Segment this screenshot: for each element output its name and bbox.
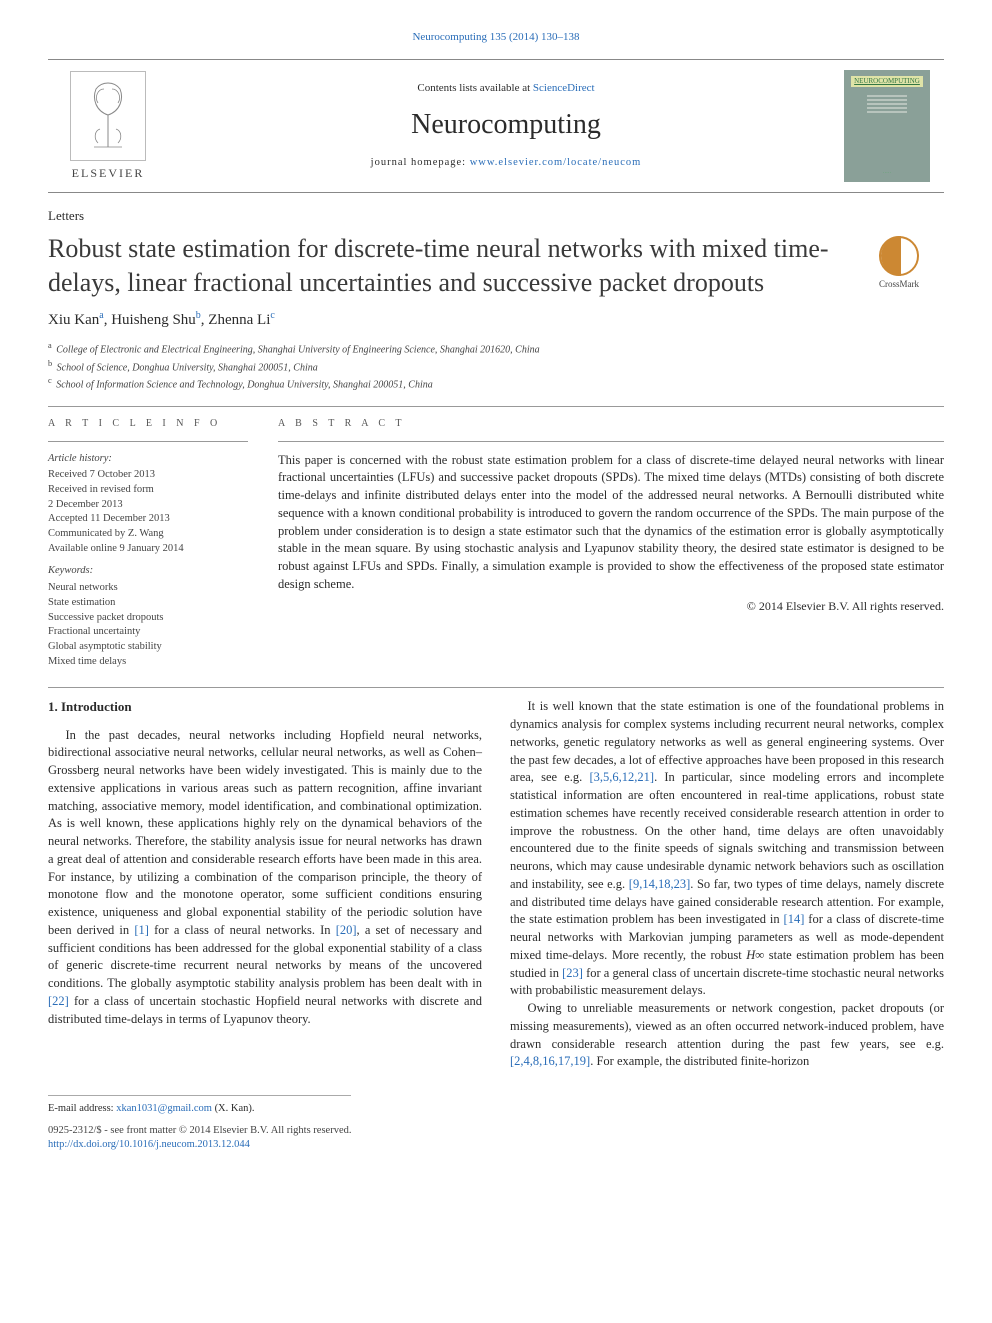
ref-22[interactable]: [22] bbox=[48, 994, 69, 1008]
keywords-block: Keywords: Neural networks State estimati… bbox=[48, 564, 248, 669]
article-info-heading: A R T I C L E I N F O bbox=[48, 417, 248, 431]
intro-para-1: In the past decades, neural networks inc… bbox=[48, 727, 482, 1029]
keywords-heading: Keywords: bbox=[48, 564, 248, 579]
ref-group-c[interactable]: [2,4,8,16,17,19] bbox=[510, 1054, 590, 1068]
journal-cover-thumb: NEUROCOMPUTING ····· bbox=[844, 70, 930, 182]
author-1-sup: a bbox=[99, 310, 103, 321]
keyword-5: Mixed time delays bbox=[48, 655, 248, 670]
history-line-1: Received in revised form bbox=[48, 483, 248, 498]
abstract-divider bbox=[278, 441, 944, 442]
cover-thumb-decor bbox=[867, 93, 907, 115]
info-divider-1 bbox=[48, 441, 248, 442]
article-history-block: Article history: Received 7 October 2013… bbox=[48, 452, 248, 557]
text-span: Owing to unreliable measurements or netw… bbox=[510, 1001, 944, 1051]
author-1: Xiu Kan bbox=[48, 312, 99, 328]
masthead: ELSEVIER Contents lists available at Sci… bbox=[48, 59, 944, 193]
cover-thumb-wrap: NEUROCOMPUTING ····· bbox=[844, 70, 944, 182]
abstract-text: This paper is concerned with the robust … bbox=[278, 452, 944, 594]
cover-thumb-footer: ····· bbox=[844, 171, 930, 182]
elsevier-tree-logo bbox=[70, 71, 146, 161]
keyword-4: Global asymptotic stability bbox=[48, 640, 248, 655]
text-span: . For example, the distributed finite-ho… bbox=[590, 1054, 809, 1068]
homepage-line: journal homepage: www.elsevier.com/locat… bbox=[168, 156, 844, 170]
homepage-prefix: journal homepage: bbox=[371, 157, 470, 168]
text-span: for a class of neural networks. In bbox=[149, 923, 336, 937]
contents-lists-line: Contents lists available at ScienceDirec… bbox=[168, 81, 844, 96]
abstract-col: A B S T R A C T This paper is concerned … bbox=[278, 417, 944, 669]
history-line-2: 2 December 2013 bbox=[48, 498, 248, 513]
doi-link[interactable]: http://dx.doi.org/10.1016/j.neucom.2013.… bbox=[48, 1139, 250, 1150]
h-infinity-symbol: H∞ bbox=[746, 948, 764, 962]
history-line-4: Communicated by Z. Wang bbox=[48, 527, 248, 542]
divider bbox=[48, 406, 944, 407]
ref-14[interactable]: [14] bbox=[784, 912, 805, 926]
keyword-0: Neural networks bbox=[48, 581, 248, 596]
aff-text-c: School of Information Science and Techno… bbox=[56, 379, 433, 390]
article-title: Robust state estimation for discrete-tim… bbox=[48, 232, 844, 299]
copyright-block: 0925-2312/$ - see front matter © 2014 El… bbox=[48, 1124, 351, 1152]
ref-group-b[interactable]: [9,14,18,23] bbox=[629, 877, 690, 891]
affiliation-a: a College of Electronic and Electrical E… bbox=[48, 340, 944, 357]
aff-sup-b: b bbox=[48, 359, 52, 368]
aff-text-b: School of Science, Donghua University, S… bbox=[57, 362, 318, 373]
tree-icon bbox=[74, 75, 142, 157]
homepage-link[interactable]: www.elsevier.com/locate/neucom bbox=[470, 157, 642, 168]
text-span: for a class of uncertain stochastic Hopf… bbox=[48, 994, 482, 1026]
cover-thumb-title: NEUROCOMPUTING bbox=[851, 76, 923, 87]
body-two-column: 1. Introduction In the past decades, neu… bbox=[48, 698, 944, 1071]
affiliation-b: b School of Science, Donghua University,… bbox=[48, 358, 944, 375]
publisher-block: ELSEVIER bbox=[48, 71, 168, 181]
section-1-heading: 1. Introduction bbox=[48, 698, 482, 716]
keyword-2: Successive packet dropouts bbox=[48, 611, 248, 626]
abstract-copyright: © 2014 Elsevier B.V. All rights reserved… bbox=[278, 598, 944, 614]
corresponding-footer: E-mail address: xkan1031@gmail.com (X. K… bbox=[48, 1095, 351, 1116]
article-type-label: Letters bbox=[48, 207, 944, 225]
text-span: In the past decades, neural networks inc… bbox=[48, 728, 482, 937]
email-label: E-mail address: bbox=[48, 1103, 116, 1114]
author-3: Zhenna Li bbox=[208, 312, 270, 328]
crossmark-widget[interactable]: CrossMark bbox=[854, 236, 944, 290]
email-link[interactable]: xkan1031@gmail.com bbox=[116, 1103, 212, 1114]
affiliations: a College of Electronic and Electrical E… bbox=[48, 340, 944, 392]
text-span: . In particular, since modeling errors a… bbox=[510, 770, 944, 891]
keyword-3: Fractional uncertainty bbox=[48, 625, 248, 640]
body-right-column: It is well known that the state estimati… bbox=[510, 698, 944, 1071]
aff-sup-c: c bbox=[48, 376, 52, 385]
crossmark-label: CrossMark bbox=[879, 278, 919, 290]
intro-para-2: It is well known that the state estimati… bbox=[510, 698, 944, 1000]
body-left-column: 1. Introduction In the past decades, neu… bbox=[48, 698, 482, 1071]
abstract-heading: A B S T R A C T bbox=[278, 417, 944, 431]
article-info-col: A R T I C L E I N F O Article history: R… bbox=[48, 417, 248, 669]
aff-sup-a: a bbox=[48, 341, 52, 350]
ref-1[interactable]: [1] bbox=[134, 923, 149, 937]
sciencedirect-link[interactable]: ScienceDirect bbox=[533, 82, 595, 94]
masthead-center: Contents lists available at ScienceDirec… bbox=[168, 81, 844, 170]
publisher-name: ELSEVIER bbox=[72, 165, 145, 181]
author-3-sup: c bbox=[270, 310, 274, 321]
intro-para-3: Owing to unreliable measurements or netw… bbox=[510, 1000, 944, 1071]
author-2-sup: b bbox=[196, 310, 201, 321]
aff-text-a: College of Electronic and Electrical Eng… bbox=[56, 345, 539, 356]
history-heading: Article history: bbox=[48, 452, 248, 467]
ref-23[interactable]: [23] bbox=[562, 966, 583, 980]
crossmark-icon bbox=[879, 236, 919, 276]
keyword-1: State estimation bbox=[48, 596, 248, 611]
issn-line: 0925-2312/$ - see front matter © 2014 El… bbox=[48, 1124, 351, 1138]
history-line-0: Received 7 October 2013 bbox=[48, 468, 248, 483]
author-2: Huisheng Shu bbox=[111, 312, 196, 328]
ref-group-a[interactable]: [3,5,6,12,21] bbox=[589, 770, 654, 784]
history-line-5: Available online 9 January 2014 bbox=[48, 542, 248, 557]
email-author: (X. Kan). bbox=[212, 1103, 255, 1114]
affiliation-c: c School of Information Science and Tech… bbox=[48, 375, 944, 392]
journal-name: Neurocomputing bbox=[168, 106, 844, 144]
history-line-3: Accepted 11 December 2013 bbox=[48, 512, 248, 527]
body-divider bbox=[48, 687, 944, 688]
ref-20[interactable]: [20] bbox=[336, 923, 357, 937]
contents-prefix: Contents lists available at bbox=[417, 82, 532, 94]
author-list: Xiu Kana, Huisheng Shub, Zhenna Lic bbox=[48, 309, 944, 330]
journal-ref-line: Neurocomputing 135 (2014) 130–138 bbox=[48, 30, 944, 45]
